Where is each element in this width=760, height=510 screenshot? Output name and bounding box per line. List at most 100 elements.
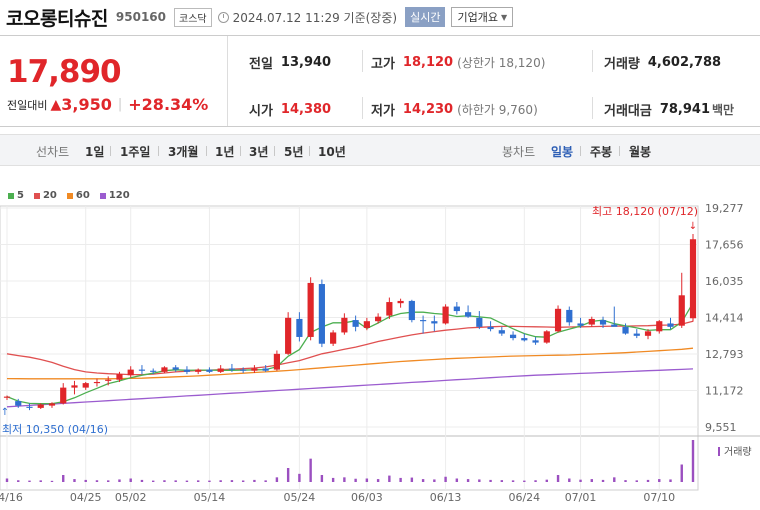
volume-bar: [286, 468, 290, 482]
candle-body: [161, 367, 168, 372]
tab-monthly[interactable]: 월봉: [629, 145, 652, 159]
tab-3m[interactable]: 3개월: [168, 145, 199, 159]
x-tick-label: 07/01: [565, 491, 597, 504]
candle-body: [15, 401, 22, 406]
volume-legend-swatch: [718, 447, 720, 456]
y-tick-label: 14,414: [705, 312, 744, 325]
volume-bar: [669, 479, 672, 482]
candle-body: [48, 403, 56, 406]
volume-value: 4,602,788: [647, 55, 722, 70]
legend-item-ma120[interactable]: 120: [99, 190, 130, 201]
volume-label: 거래량: [604, 57, 640, 72]
candle-body: [464, 312, 472, 317]
legend-swatch: [8, 192, 14, 199]
divider: [274, 146, 275, 156]
volume-bar: [568, 478, 571, 482]
candle-body: [543, 331, 550, 343]
candle-body: [3, 396, 11, 398]
low-label: 저가: [371, 104, 395, 119]
legend-item-ma60[interactable]: 60: [66, 190, 90, 201]
volume-bar: [84, 479, 87, 482]
y-tick-label: 9,551: [705, 421, 737, 434]
tab-3y[interactable]: 3년: [249, 145, 269, 159]
volume-bar: [298, 473, 301, 482]
candle-body: [341, 317, 348, 333]
candle-body: [285, 317, 292, 354]
chart-period-tabs: 선차트 1일 1주일 3개월 1년 3년 5년 10년 봉차트 일봉 주봉 월봉: [0, 134, 760, 166]
candle-body: [408, 300, 415, 321]
candle-body: [150, 370, 157, 372]
company-info-dropdown[interactable]: 기업개요 ▼: [451, 7, 514, 27]
candle-body: [37, 404, 44, 408]
lower-limit: (하한가 9,760): [457, 103, 538, 117]
prev-close-stat: 전일 13,940: [249, 53, 331, 72]
divider: |: [117, 97, 123, 112]
candle-body: [644, 331, 652, 336]
volume-bar: [73, 479, 76, 482]
tab-1d[interactable]: 1일: [85, 145, 105, 159]
volume-bar: [500, 480, 504, 482]
legend-swatch: [33, 192, 40, 199]
timestamp: 2024.07.12 11:29 기준(장중): [232, 10, 398, 25]
candle-body: [498, 330, 505, 334]
candle-body: [420, 320, 427, 322]
divider: [580, 146, 581, 156]
volume-bar: [365, 478, 369, 482]
volume-bar: [433, 479, 436, 482]
divider: [240, 146, 241, 156]
candle-body: [26, 406, 33, 408]
candle-body: [487, 326, 494, 330]
volume-bar: [466, 479, 470, 482]
volume-bar: [196, 480, 200, 482]
candle-body: [251, 368, 258, 371]
y-tick-label: 11,172: [705, 385, 744, 398]
tab-1y[interactable]: 1년: [215, 145, 235, 159]
tab-daily[interactable]: 일봉: [551, 145, 574, 159]
volume-bar: [309, 458, 312, 482]
tab-weekly[interactable]: 주봉: [590, 145, 613, 159]
chevron-down-icon: ▼: [500, 12, 508, 22]
candle-body: [521, 338, 528, 341]
open-stat: 시가 14,380: [249, 100, 331, 119]
volume-bar: [601, 479, 605, 482]
candlestick-chart[interactable]: 19,277 17,656 16,035 14,414 12,793 11,172 9,55…: [0, 196, 760, 510]
x-tick-label: 05/02: [115, 491, 147, 504]
volume-bar: [253, 479, 256, 482]
candle-body: [240, 369, 247, 371]
volume-bar: [331, 477, 335, 482]
volume-bar: [421, 479, 425, 482]
volume-bar: [556, 475, 560, 482]
volume-bar: [410, 477, 414, 482]
legend-item-ma20[interactable]: 20: [33, 190, 57, 201]
realtime-button[interactable]: 실시간: [405, 7, 446, 27]
tab-10y[interactable]: 10년: [318, 145, 346, 159]
volume-bar: [691, 440, 695, 482]
y-tick-label: 12,793: [705, 348, 744, 361]
volume-bar: [174, 480, 177, 482]
x-tick-label: 06/13: [430, 491, 462, 504]
volume-bar: [658, 479, 661, 482]
divider: [362, 50, 363, 72]
candle-body: [577, 323, 584, 326]
volume-bar: [444, 476, 447, 482]
candle-body: [509, 334, 517, 339]
candle-body: [127, 369, 134, 376]
change-label: 전일대비: [7, 98, 48, 112]
market-badge: 코스닥: [174, 7, 212, 27]
volume-bar: [354, 478, 357, 482]
legend-label: 120: [108, 190, 130, 201]
legend-item-ma5[interactable]: 5: [8, 190, 24, 201]
volume-bar: [590, 479, 593, 482]
tab-5y[interactable]: 5년: [284, 145, 304, 159]
amount-value: 78,941: [659, 102, 711, 117]
clock-icon: [217, 11, 229, 23]
volume-bar: [579, 479, 582, 482]
candle-body: [431, 321, 438, 324]
candle-body: [105, 379, 112, 381]
divider: [592, 50, 593, 72]
volume-bar: [230, 480, 234, 482]
candle-body: [656, 321, 663, 332]
volume-bar: [388, 475, 391, 482]
tab-1w[interactable]: 1주일: [120, 145, 151, 159]
volume-bar: [151, 480, 155, 482]
